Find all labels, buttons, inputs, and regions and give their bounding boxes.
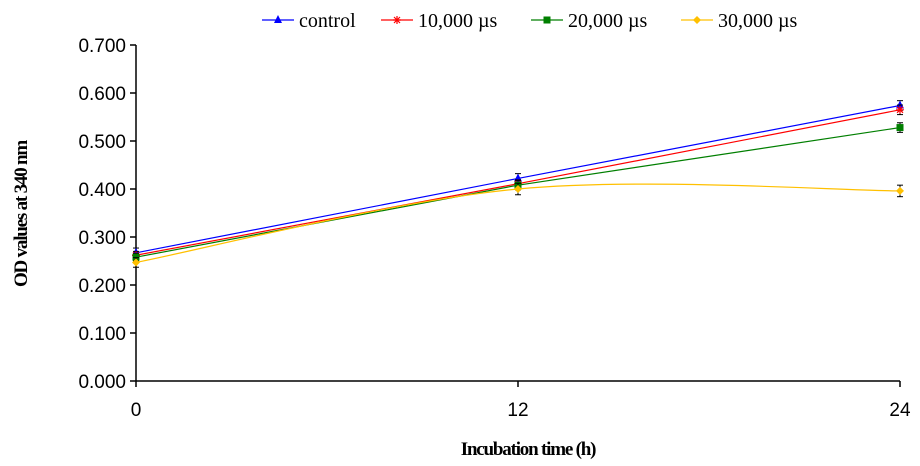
y-tick-label: 0.000 [78, 372, 126, 393]
data-point [896, 124, 904, 132]
legend: control 10,000 µs 20,000 µs 30,000 µs [262, 10, 798, 32]
data-point [514, 185, 522, 193]
legend-item: 10,000 µs [381, 10, 498, 32]
x-axis-ticks: 0 12 24 [131, 381, 911, 421]
x-tick-label: 24 [889, 400, 911, 421]
legend-label: 10,000 µs [418, 10, 498, 32]
legend-item: control [262, 10, 356, 32]
y-axis-title: OD values at 340 nm [11, 140, 32, 287]
data-point [132, 258, 140, 267]
series-line [135, 183, 901, 264]
y-tick-label: 0.200 [78, 276, 126, 297]
x-axis-title: Incubation time (h) [461, 439, 596, 460]
data-point [896, 105, 904, 114]
y-tick-label: 0.500 [78, 132, 126, 153]
series-layer [132, 100, 904, 268]
data-point [896, 186, 904, 195]
x-tick-label: 12 [507, 400, 528, 421]
data-point [896, 100, 904, 109]
legend-label: 30,000 µs [718, 10, 798, 32]
legend-marker [393, 16, 401, 24]
x-tick-label: 0 [131, 400, 142, 421]
legend-marker [543, 16, 551, 24]
axes [135, 45, 900, 382]
legend-marker [693, 16, 701, 24]
y-axis-ticks: 0.000 0.100 0.200 0.300 0.400 0.500 0.600 0.700 [78, 36, 136, 393]
legend-label: 20,000 µs [568, 10, 648, 32]
series-4 [132, 182, 904, 268]
legend-item: 20,000 µs [531, 10, 648, 32]
y-tick-label: 0.600 [78, 84, 126, 105]
y-tick-label: 0.700 [78, 36, 126, 57]
y-tick-label: 0.400 [78, 180, 126, 201]
legend-label: control [299, 10, 356, 32]
legend-marker [274, 15, 282, 23]
legend-item: 30,000 µs [681, 10, 798, 32]
y-tick-label: 0.300 [78, 228, 126, 249]
y-tick-label: 0.100 [78, 324, 126, 345]
